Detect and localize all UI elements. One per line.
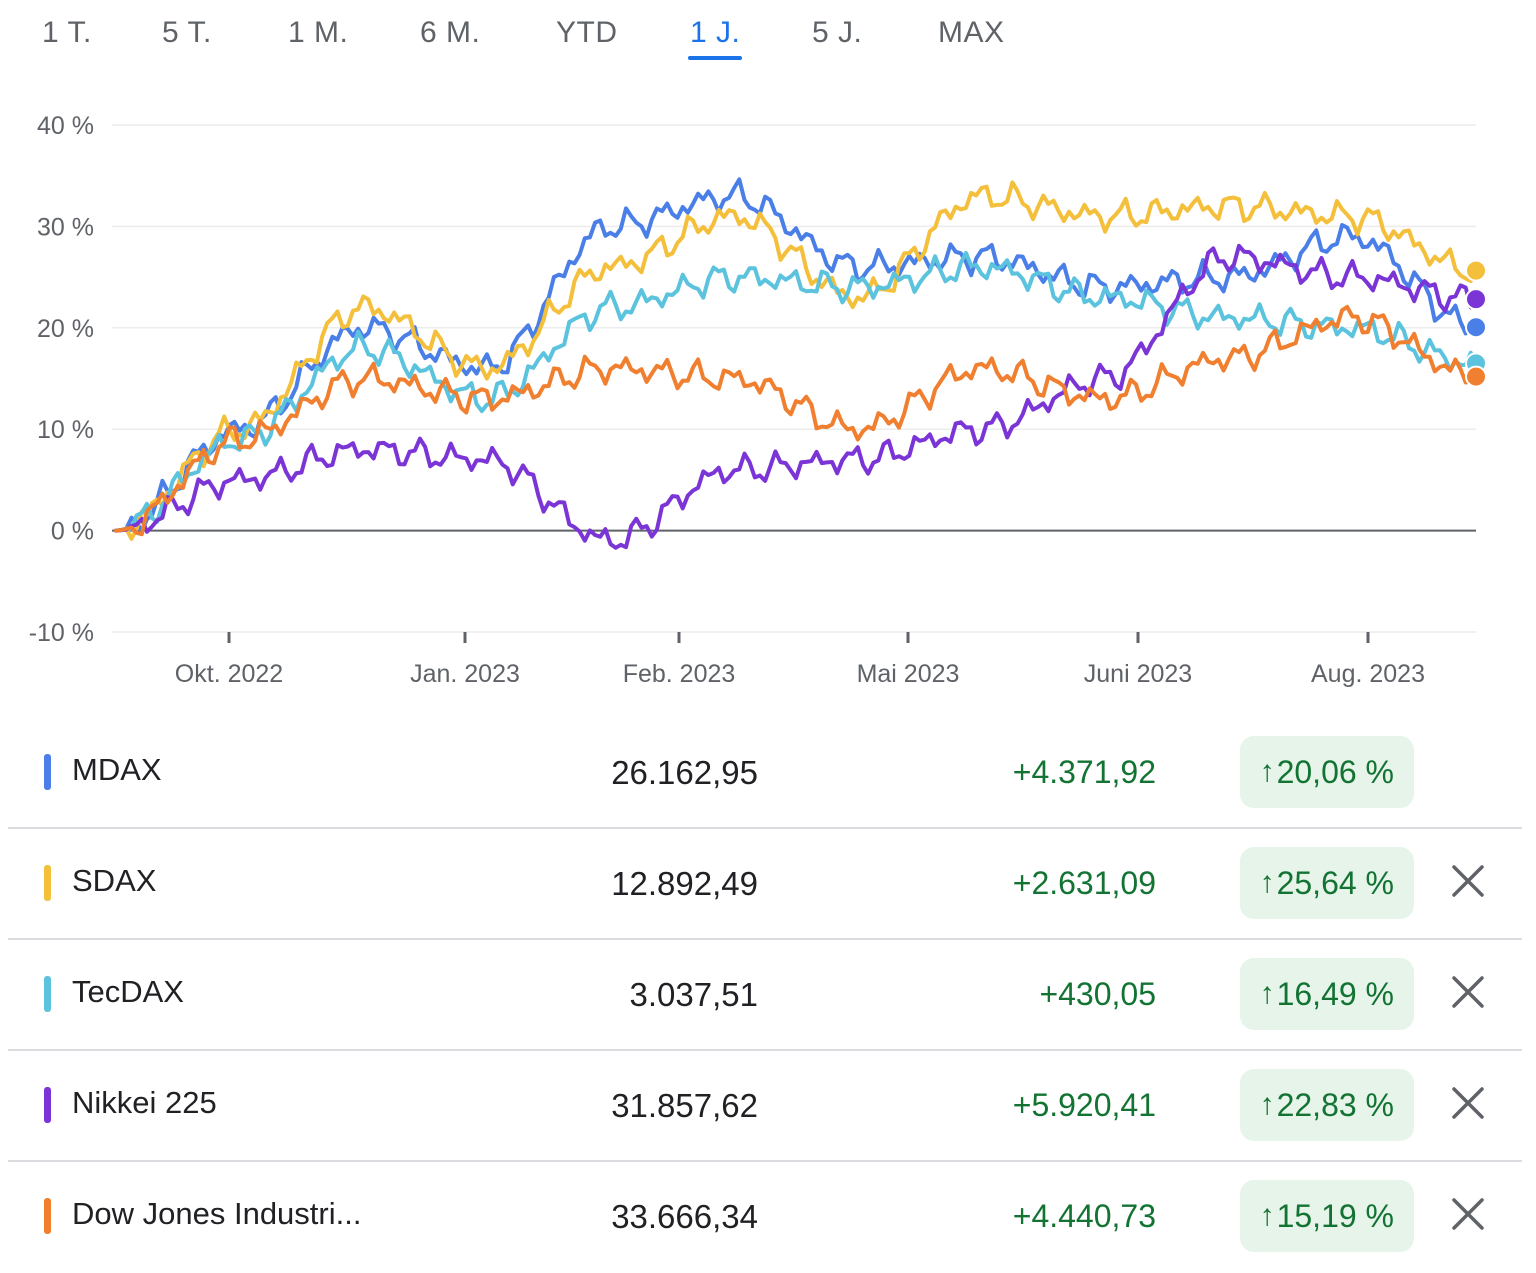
list-item-sdax[interactable]: SDAX 12.892,49 +2.631,09 ↑ 25,64 %: [8, 829, 1522, 940]
tab-6-months[interactable]: 6 M.: [420, 16, 481, 49]
arrow-up-icon: ↑: [1259, 1088, 1275, 1121]
series-line-sdax: [114, 180, 1478, 541]
series-end-marker-nikkei-225: [1465, 288, 1487, 311]
y-tick-label: 30 %: [37, 213, 94, 241]
series-color-swatch: [44, 865, 51, 901]
series-color-swatch: [44, 1198, 51, 1234]
percent-change-badge: ↑ 25,64 %: [1239, 847, 1414, 919]
arrow-up-icon: ↑: [1259, 977, 1275, 1010]
instrument-price: 3.037,51: [629, 976, 758, 1013]
instrument-change: +5.920,41: [1012, 1087, 1156, 1123]
tab-1-month[interactable]: 1 M.: [288, 16, 349, 49]
range-tabs: 1 T. 5 T. 1 M. 6 M. YTD 1 J. 5 J. MAX: [0, 0, 1100, 70]
x-tick-label: Feb. 2023: [623, 660, 736, 688]
arrow-up-icon: ↑: [1259, 755, 1275, 788]
series-line-dow-jones-industrial-average: [114, 304, 1478, 537]
instrument-price: 12.892,49: [611, 865, 758, 902]
tab-max[interactable]: MAX: [938, 16, 1005, 49]
series-color-swatch: [44, 976, 51, 1012]
close-icon[interactable]: [1448, 972, 1488, 1012]
y-tick-label: 10 %: [37, 416, 94, 444]
list-item-tecdax[interactable]: TecDAX 3.037,51 +430,05 ↑ 16,49 %: [8, 940, 1522, 1051]
arrow-up-icon: ↑: [1259, 1199, 1275, 1232]
series-color-swatch: [44, 754, 51, 790]
instrument-price: 33.666,34: [611, 1198, 758, 1235]
arrow-up-icon: ↑: [1259, 866, 1275, 899]
list-item-dow-jones[interactable]: Dow Jones Industri... 33.666,34 +4.440,7…: [8, 1162, 1522, 1273]
x-tick-label: Aug. 2023: [1311, 660, 1425, 688]
y-tick-label: 0 %: [51, 518, 94, 546]
tab-5-years[interactable]: 5 J.: [812, 16, 863, 49]
tab-5-days[interactable]: 5 T.: [162, 16, 212, 49]
percent-change-value: 20,06 %: [1276, 753, 1394, 790]
percent-change-badge: ↑ 22,83 %: [1239, 1069, 1414, 1141]
comparison-line-chart: 40 % 30 % 20 % 10 % 0 % -10 % Okt. 2022 Jan. 20…: [29, 112, 1487, 688]
instrument-name: Nikkei 225: [72, 1085, 217, 1120]
percent-change-value: 16,49 %: [1276, 975, 1394, 1012]
list-item-nikkei-225[interactable]: Nikkei 225 31.857,62 +5.920,41 ↑ 22,83 %: [8, 1051, 1522, 1162]
series-line-nikkei-225: [114, 243, 1478, 550]
row-divider: [8, 938, 1522, 940]
row-divider: [8, 1049, 1522, 1051]
list-item-mdax[interactable]: MDAX 26.162,95 +4.371,92 ↑ 20,06 %: [8, 718, 1522, 829]
percent-change-value: 15,19 %: [1276, 1197, 1394, 1234]
instrument-change: +4.371,92: [1012, 754, 1156, 790]
x-tick-label: Jan. 2023: [410, 660, 520, 688]
instrument-price: 26.162,95: [611, 754, 758, 791]
instrument-name: Dow Jones Industri...: [72, 1196, 362, 1231]
percent-change-badge: ↑ 20,06 %: [1239, 736, 1414, 808]
percent-change-value: 22,83 %: [1276, 1086, 1394, 1123]
x-tick-label: Juni 2023: [1084, 660, 1192, 688]
instrument-change: +2.631,09: [1012, 865, 1156, 901]
instrument-name: TecDAX: [72, 974, 184, 1009]
percent-change-badge: ↑ 15,19 %: [1239, 1180, 1414, 1252]
y-tick-label: -10 %: [29, 619, 94, 647]
instrument-change: +4.440,73: [1012, 1198, 1156, 1234]
row-divider: [8, 827, 1522, 829]
percent-change-badge: ↑ 16,49 %: [1239, 958, 1414, 1030]
x-tick-label: Okt. 2022: [175, 660, 283, 688]
series-end-marker-sdax: [1465, 259, 1487, 282]
x-tick-label: Mai 2023: [857, 660, 960, 688]
series-color-swatch: [44, 1087, 51, 1123]
y-tick-label: 20 %: [37, 315, 94, 343]
instrument-name: MDAX: [72, 752, 162, 787]
tab-1-year[interactable]: 1 J.: [690, 16, 741, 49]
instrument-change: +430,05: [1039, 976, 1156, 1012]
tab-1-day[interactable]: 1 T.: [42, 16, 92, 49]
tab-ytd[interactable]: YTD: [556, 16, 618, 49]
series-line-tecdax: [114, 251, 1478, 533]
close-icon[interactable]: [1448, 1194, 1488, 1234]
row-divider: [8, 1160, 1522, 1162]
instrument-price: 31.857,62: [611, 1087, 758, 1124]
y-tick-label: 40 %: [37, 112, 94, 140]
close-icon[interactable]: [1448, 861, 1488, 901]
series-end-marker-mdax: [1465, 316, 1487, 339]
series-end-marker-dow-jones-industrial-average: [1465, 365, 1487, 388]
close-icon[interactable]: [1448, 1083, 1488, 1123]
percent-change-value: 25,64 %: [1276, 864, 1394, 901]
active-tab-indicator: [688, 56, 742, 60]
instrument-name: SDAX: [72, 863, 157, 898]
